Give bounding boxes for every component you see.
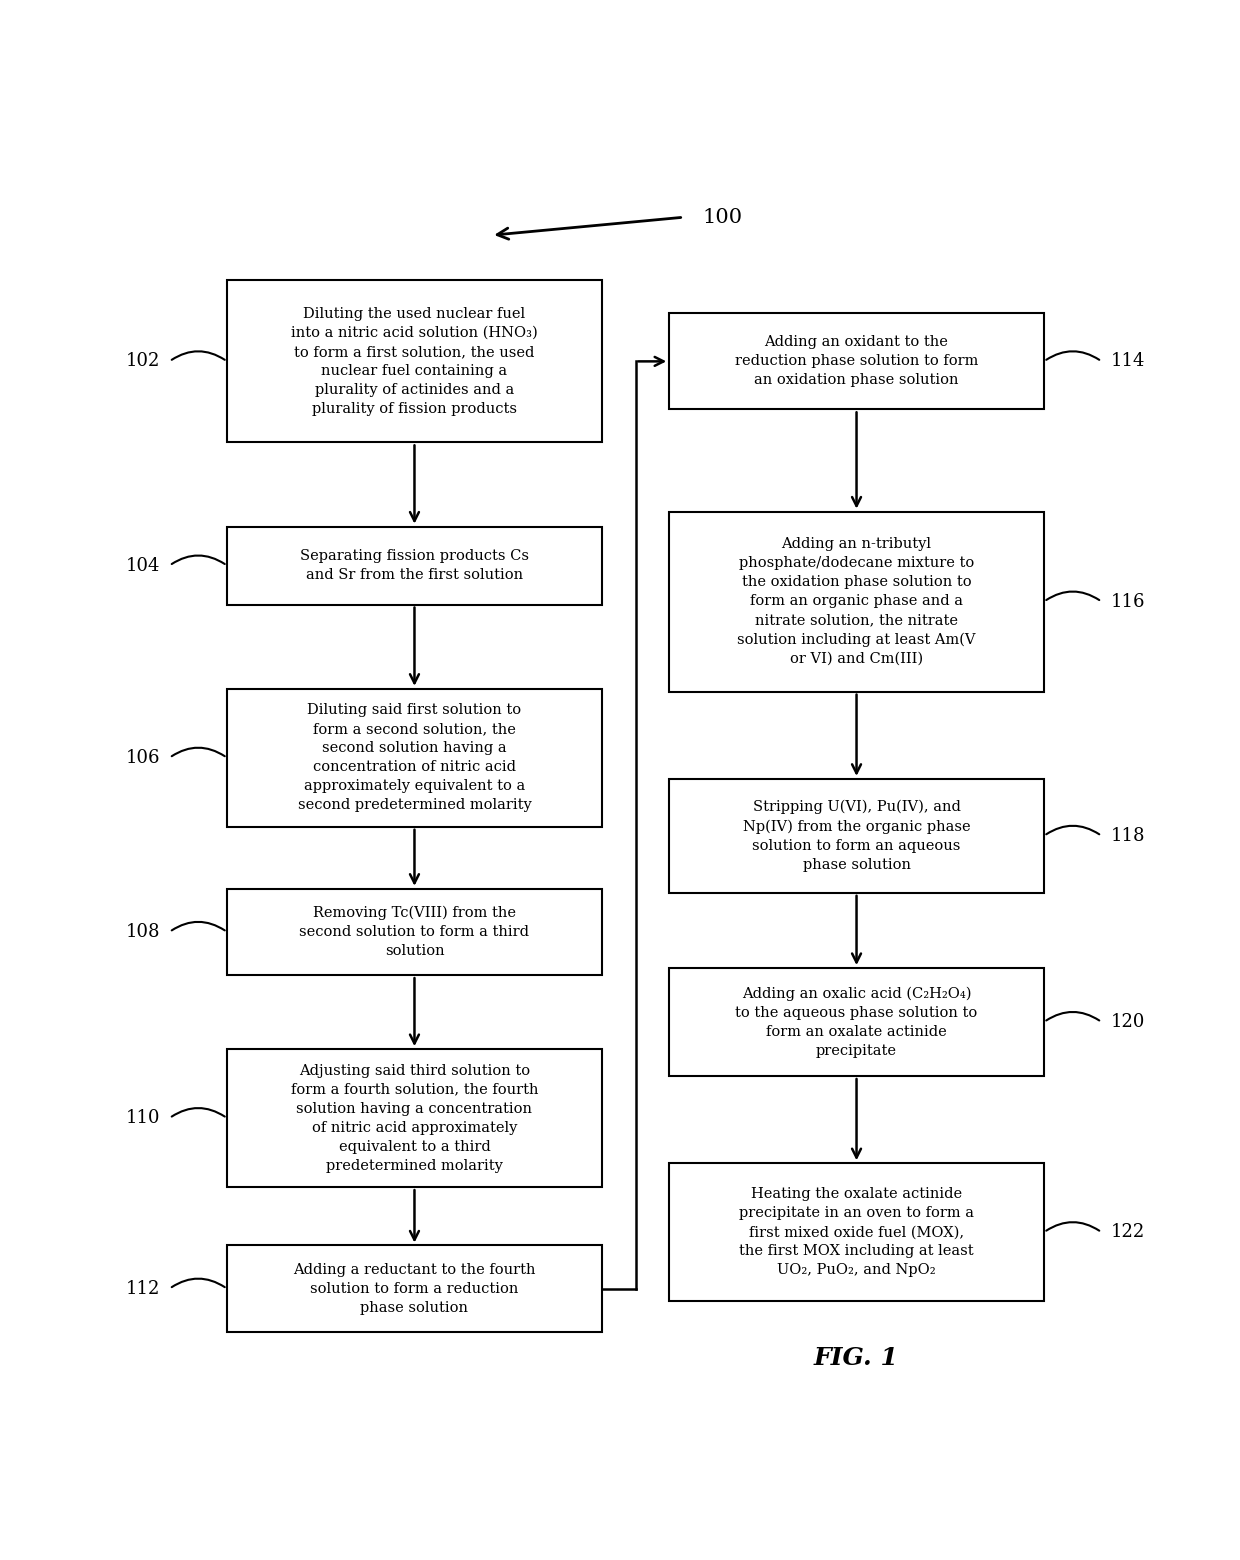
FancyBboxPatch shape bbox=[227, 281, 601, 443]
FancyBboxPatch shape bbox=[227, 527, 601, 605]
Text: Diluting said first solution to
form a second solution, the
second solution havi: Diluting said first solution to form a s… bbox=[298, 704, 532, 813]
Text: Adding an oxalic acid (C₂H₂O₄)
to the aqueous phase solution to
form an oxalate : Adding an oxalic acid (C₂H₂O₄) to the aq… bbox=[735, 986, 977, 1058]
FancyBboxPatch shape bbox=[227, 889, 601, 975]
Text: 110: 110 bbox=[125, 1109, 160, 1128]
Text: 114: 114 bbox=[1111, 353, 1146, 370]
Text: Adding an n-tributyl
phosphate/dodecane mixture to
the oxidation phase solution : Adding an n-tributyl phosphate/dodecane … bbox=[738, 538, 976, 666]
FancyBboxPatch shape bbox=[670, 778, 1044, 892]
FancyBboxPatch shape bbox=[227, 688, 601, 827]
FancyBboxPatch shape bbox=[670, 967, 1044, 1076]
Text: 100: 100 bbox=[703, 207, 743, 226]
Text: Diluting the used nuclear fuel
into a nitric acid solution (HNO₃)
to form a firs: Diluting the used nuclear fuel into a ni… bbox=[291, 307, 538, 417]
FancyBboxPatch shape bbox=[670, 314, 1044, 409]
Text: FIG. 1: FIG. 1 bbox=[815, 1346, 899, 1370]
Text: Stripping U(VI), Pu(IV), and
Np(IV) from the organic phase
solution to form an a: Stripping U(VI), Pu(IV), and Np(IV) from… bbox=[743, 800, 971, 872]
Text: Separating fission products Cs
and Sr from the first solution: Separating fission products Cs and Sr fr… bbox=[300, 549, 529, 582]
Text: 112: 112 bbox=[125, 1279, 160, 1298]
FancyBboxPatch shape bbox=[670, 512, 1044, 691]
FancyBboxPatch shape bbox=[670, 1164, 1044, 1301]
Text: Adding a reductant to the fourth
solution to form a reduction
phase solution: Adding a reductant to the fourth solutio… bbox=[293, 1262, 536, 1315]
Text: Adding an oxidant to the
reduction phase solution to form
an oxidation phase sol: Adding an oxidant to the reduction phase… bbox=[735, 335, 978, 387]
Text: 106: 106 bbox=[125, 749, 160, 768]
Text: 102: 102 bbox=[125, 353, 160, 370]
FancyBboxPatch shape bbox=[227, 1048, 601, 1187]
Text: 122: 122 bbox=[1111, 1223, 1146, 1242]
Text: Removing Tc(VIII) from the
second solution to form a third
solution: Removing Tc(VIII) from the second soluti… bbox=[300, 906, 529, 958]
Text: 120: 120 bbox=[1111, 1012, 1146, 1031]
Text: 104: 104 bbox=[125, 557, 160, 574]
Text: 108: 108 bbox=[125, 924, 160, 941]
Text: Heating the oxalate actinide
precipitate in an oven to form a
first mixed oxide : Heating the oxalate actinide precipitate… bbox=[739, 1187, 975, 1278]
Text: Adjusting said third solution to
form a fourth solution, the fourth
solution hav: Adjusting said third solution to form a … bbox=[290, 1064, 538, 1173]
Text: 118: 118 bbox=[1111, 827, 1146, 846]
FancyBboxPatch shape bbox=[227, 1245, 601, 1332]
Text: 116: 116 bbox=[1111, 593, 1146, 610]
